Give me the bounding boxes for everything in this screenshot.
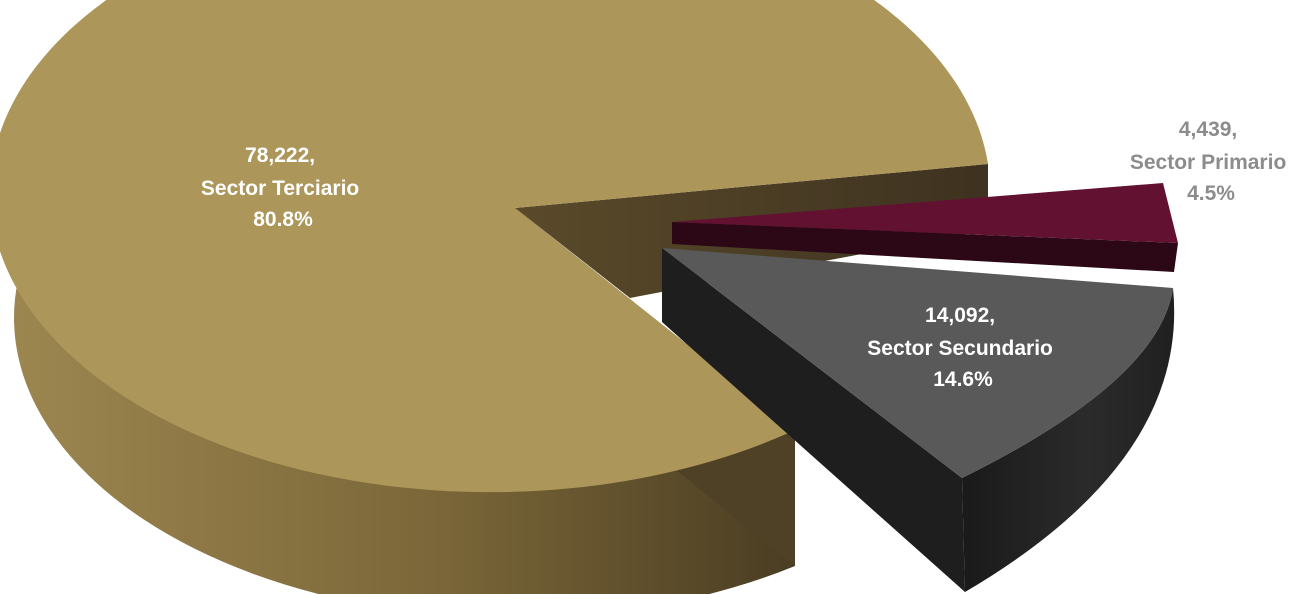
label-primario-name: Sector Primario <box>1130 151 1286 174</box>
slice-primario-top <box>672 183 1178 243</box>
slice-terciario-top <box>0 0 988 493</box>
label-terciario-name: Sector Terciario <box>201 177 359 200</box>
slice-sector-terciario <box>0 0 988 594</box>
slice-secundario-inner-face <box>662 248 965 592</box>
slice-sector-primario <box>672 183 1178 272</box>
label-primario-value: 4,439, <box>1179 118 1237 141</box>
slice-sector-secundario <box>662 248 1175 592</box>
label-terciario-value: 78,222, <box>245 144 315 167</box>
label-primario-percent: 4.5% <box>1187 182 1235 205</box>
label-primario: 4,439, Sector Primario 4.5% <box>1130 118 1292 205</box>
label-terciario-percent: 80.8% <box>253 208 313 231</box>
label-terciario: 78,222, Sector Terciario 80.8% <box>201 144 365 231</box>
slice-primario-side <box>672 222 1178 272</box>
label-secundario-name: Sector Secundario <box>867 337 1053 360</box>
slice-secundario-side <box>962 288 1175 592</box>
label-secundario: 14,092, Sector Secundario 14.6% <box>867 304 1058 391</box>
label-secundario-value: 14,092, <box>925 304 995 327</box>
label-secundario-percent: 14.6% <box>933 368 993 391</box>
slice-terciario-side <box>14 280 795 594</box>
slice-secundario-top <box>662 248 1173 478</box>
